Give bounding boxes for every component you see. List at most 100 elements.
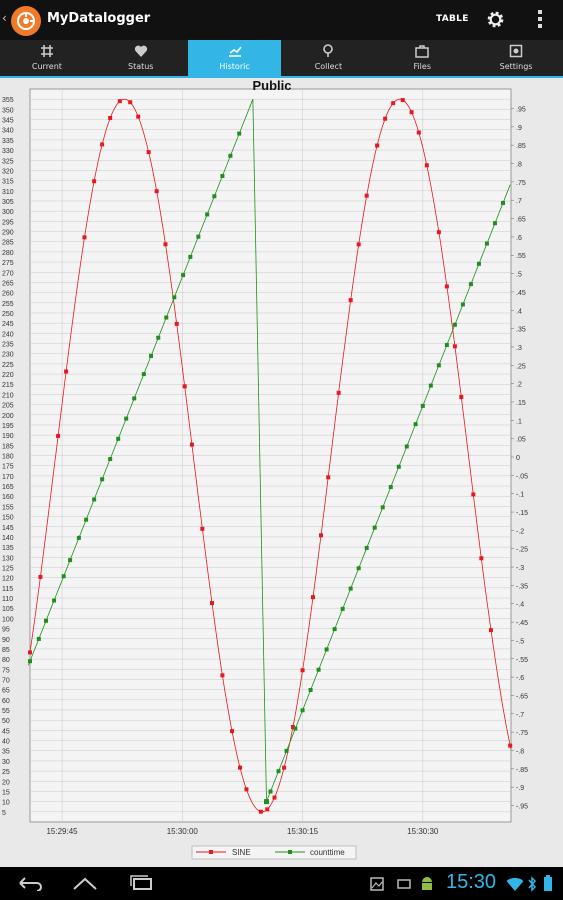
tab-label: Status	[127, 62, 154, 71]
counttime-point	[452, 322, 457, 327]
gear-icon[interactable]	[485, 9, 506, 30]
counttime-point	[332, 627, 337, 632]
left-tick-label: 160	[2, 494, 14, 501]
left-tick-label: 250	[2, 311, 14, 318]
chart-icon	[228, 46, 242, 57]
sine-point	[488, 628, 493, 633]
left-tick-label: 265	[2, 280, 14, 287]
tab-historic[interactable]: Historic	[187, 40, 282, 76]
counttime-point	[76, 535, 81, 540]
tab-settings[interactable]: Settings	[469, 40, 563, 76]
historic-chart[interactable]: 5 10 15 20 25 30 35 40 45 50 55 60 65 70 75 80 85 90 95 100…	[0, 78, 563, 867]
sine-point	[348, 298, 353, 303]
sine-point	[174, 321, 179, 326]
counttime-point	[181, 273, 186, 278]
counttime-point	[228, 153, 233, 158]
counttime-point	[276, 769, 281, 774]
counttime-point	[164, 315, 169, 320]
left-tick-label: 285	[2, 240, 14, 247]
x-tick-label: 15:30:15	[287, 827, 319, 836]
sine-point	[200, 526, 205, 531]
left-tick-label: 180	[2, 454, 14, 461]
counttime-point	[492, 221, 497, 226]
right-tick-label: .55	[516, 253, 526, 260]
sine-point	[189, 442, 194, 447]
right-tick-label: -.7	[516, 712, 524, 719]
sine-point	[400, 98, 405, 103]
counttime-point	[44, 618, 49, 623]
left-tick-label: 335	[2, 138, 14, 145]
chart-area: 5 10 15 20 25 30 35 40 45 50 55 60 65 70 75 80 85 90 95 100…	[0, 78, 563, 867]
counttime-point	[100, 477, 105, 482]
left-tick-label: 320	[2, 168, 14, 175]
counttime-point	[476, 261, 481, 266]
right-tick-label: -.1	[516, 492, 524, 499]
counttime-point	[348, 586, 353, 591]
left-tick-label: 300	[2, 209, 14, 216]
right-tick-label: .1	[516, 418, 522, 425]
counttime-point	[92, 497, 97, 502]
right-tick-label: -.45	[516, 620, 528, 627]
sine-point	[128, 100, 133, 105]
sine-point	[258, 809, 263, 814]
tab-label: Historic	[219, 62, 250, 71]
tab-files[interactable]: Files	[375, 40, 469, 76]
left-tick-label: 235	[2, 342, 14, 349]
battery-icon	[397, 879, 411, 889]
left-tick-label: 185	[2, 443, 14, 450]
sine-point	[220, 673, 225, 678]
left-tick-label: 295	[2, 219, 14, 226]
back-nav-icon[interactable]	[17, 875, 43, 891]
right-tick-label: -.85	[516, 767, 528, 774]
sine-point	[391, 101, 396, 106]
counttime-point	[132, 396, 137, 401]
tab-label: Settings	[499, 62, 533, 71]
clock: 15:30	[446, 871, 497, 893]
counttime-point	[149, 353, 154, 358]
left-tick-label: 325	[2, 158, 14, 165]
right-tick-label: .8	[516, 162, 522, 169]
right-tick-label: .65	[516, 217, 526, 224]
wifi-icon	[506, 877, 524, 891]
app-logo-icon[interactable]	[11, 6, 41, 36]
left-tick-label: 80	[2, 657, 10, 664]
right-tick-label: .25	[516, 363, 526, 370]
counttime-point	[324, 647, 329, 652]
right-tick-label: .75	[516, 180, 526, 187]
counttime-point	[413, 422, 418, 427]
left-tick-label: 85	[2, 647, 10, 654]
back-icon[interactable]: ‹	[2, 11, 7, 25]
tab-status[interactable]: Status	[94, 40, 188, 76]
recent-apps-icon[interactable]	[129, 875, 155, 891]
left-tick-label: 205	[2, 403, 14, 410]
tab-collect[interactable]: Collect	[281, 40, 375, 76]
left-tick-label: 5	[2, 810, 6, 817]
counttime-point	[316, 667, 321, 672]
sine-point	[56, 433, 61, 438]
tab-current[interactable]: Current	[0, 40, 94, 76]
left-tick-label: 25	[2, 769, 10, 776]
table-button[interactable]: TABLE	[436, 14, 469, 24]
right-tick-label: .95	[516, 107, 526, 114]
sine-point	[154, 189, 159, 194]
left-tick-label: 125	[2, 565, 14, 572]
counttime-point	[220, 174, 225, 179]
counttime-point	[172, 295, 177, 300]
sine-point	[117, 99, 122, 104]
right-tick-label: -.6	[516, 675, 524, 682]
x-tick-label: 15:30:30	[407, 827, 439, 836]
left-tick-label: 150	[2, 515, 14, 522]
overflow-menu-icon[interactable]	[538, 10, 542, 30]
left-tick-label: 50	[2, 718, 10, 725]
tab-label: Files	[413, 62, 431, 71]
sine-point	[38, 574, 43, 579]
action-bar: ‹ MyDatalogger TABLE	[0, 0, 563, 40]
left-tick-label: 110	[2, 596, 13, 603]
right-tick-label: -.95	[516, 804, 528, 811]
counttime-point	[396, 464, 401, 469]
home-nav-icon[interactable]	[72, 875, 98, 891]
legend-counttime-marker	[288, 850, 292, 854]
counttime-point	[404, 444, 409, 449]
sine-point	[272, 795, 277, 800]
counttime-point	[141, 372, 146, 377]
